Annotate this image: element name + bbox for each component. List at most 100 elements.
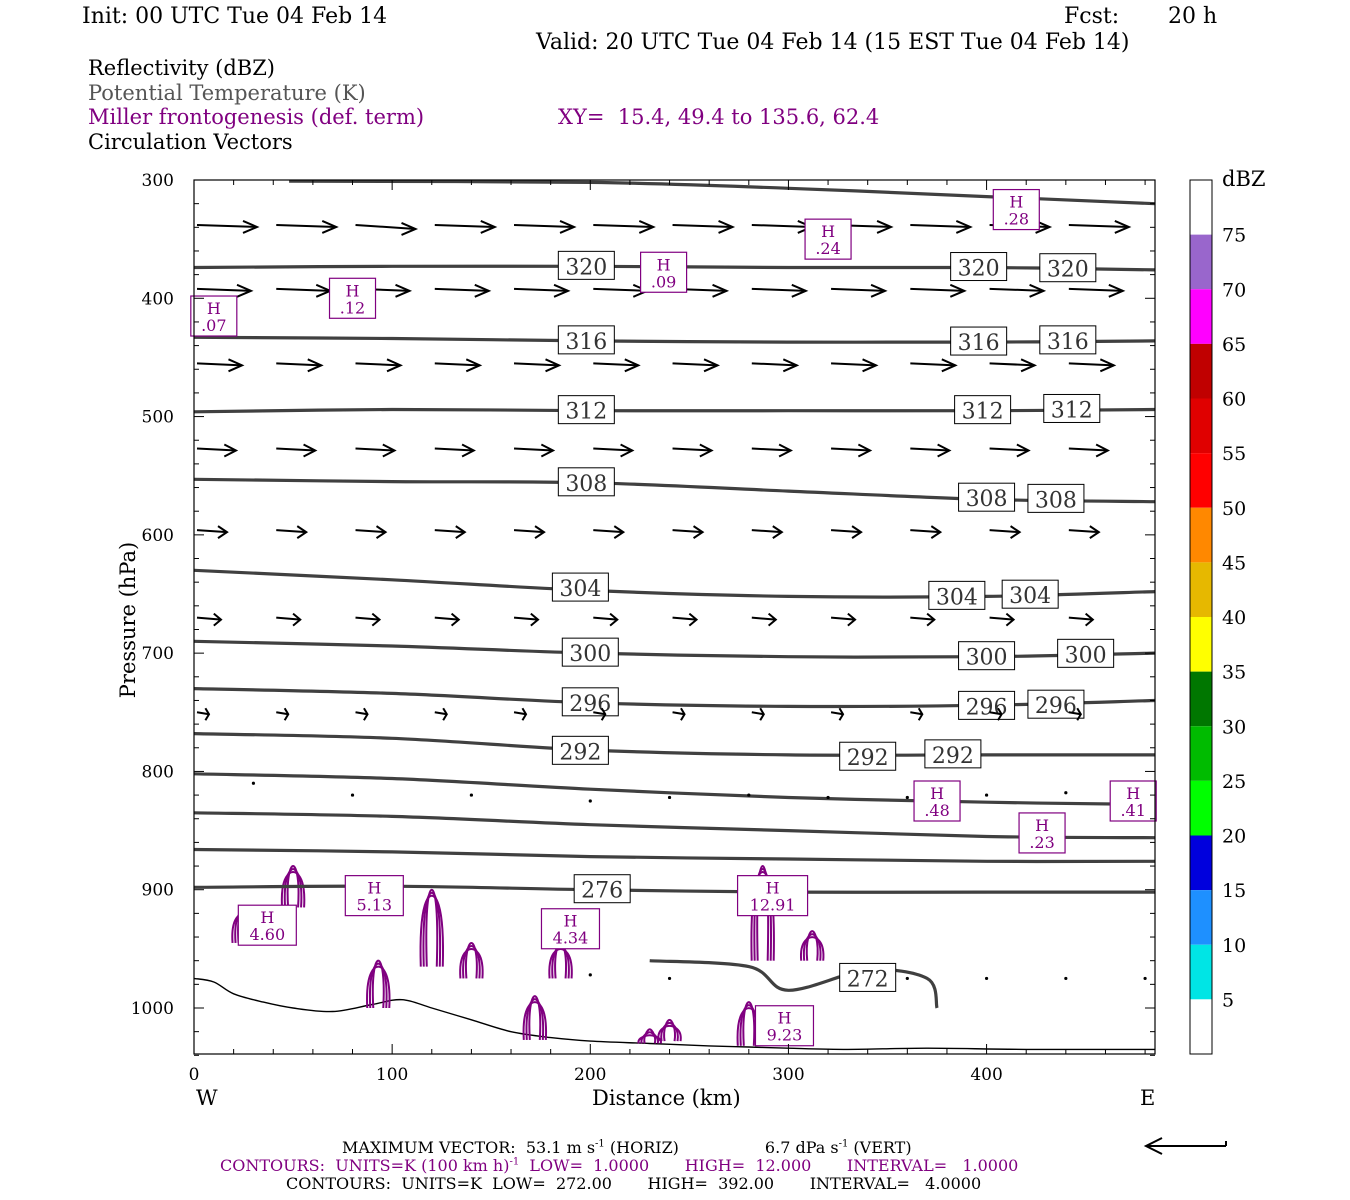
cross-section-endpoints: XY= 15.4, 49.4 to 135.6, 62.4 [558,105,880,129]
theta-contour-label: 304 [1001,579,1059,609]
circulation-vector [593,443,635,458]
vector-head [917,707,924,721]
vector-head [465,358,483,373]
theta-label-box [954,395,1012,425]
frontogenesis-max-label: H.24 [804,218,852,260]
vector-head [712,283,730,298]
circulation-vector [672,358,721,373]
circulation-vector [751,612,778,627]
max-label-h: H [1035,816,1049,835]
vector-head [223,443,239,458]
circulation-vector [355,443,397,458]
x-tick-label: 400 [970,1065,1002,1085]
max-label-value: 4.34 [553,929,589,948]
colorbar-tick-label: 50 [1222,498,1246,520]
vector-head [759,707,765,721]
vectors-legend: Circulation Vectors [88,130,293,154]
vector-head [997,707,1003,721]
vector-shaft [276,616,301,621]
vector-shaft [751,223,812,228]
frontogenesis-max-label: H.12 [328,277,377,319]
theta-label-text: 316 [1047,330,1089,355]
theta-contour-288 [193,772,1156,807]
vector-head [949,283,967,298]
circulation-vector [751,707,765,721]
circulation-vector [1068,220,1132,234]
vector-shaft [434,362,480,367]
max-label-box [754,1005,815,1047]
vector-shaft [672,362,718,367]
circulation-vector [355,612,382,627]
vector-head [703,358,721,373]
max-label-h: H [1126,784,1140,803]
frontogenesis-contour-line [643,1028,657,1044]
fronto-exponent: -1 [509,1156,520,1168]
vector-head [870,283,888,298]
theta-contour-label: 292 [551,735,609,765]
max-vector-exponent: -1 [595,1138,605,1150]
vector-shaft [751,529,782,534]
circulation-vector [196,220,260,234]
theta-label-box [1027,483,1085,513]
colorbar-tick-label: 35 [1222,662,1246,684]
colorbar-tick-label: 40 [1222,607,1246,629]
vector-shaft [355,447,395,452]
theta-label-box [557,467,615,497]
circulation-vector [751,358,800,373]
y-tick-label: 600 [142,526,174,546]
circulation-vector [831,358,879,373]
vector-head [1114,220,1132,234]
x-tick-label: 300 [772,1065,804,1085]
theta-label-text: 320 [1047,258,1089,283]
circulation-vector [830,707,845,721]
frontogenesis-contour-line [802,933,822,961]
x-tick-label: 200 [574,1065,606,1085]
vector-head [876,220,894,234]
vector-shaft [989,529,1020,534]
theta-label-box [950,326,1008,356]
circulation-vector [513,220,577,234]
vector-head [296,525,309,539]
vector-shaft [276,447,316,452]
vector-shaft [751,287,806,292]
vector-shaft [910,711,923,716]
frontogenesis-feature [522,995,547,1040]
frontogenesis-contour-line [525,998,545,1040]
circulation-vector [434,707,448,721]
vector-shaft [910,529,941,534]
circulation-vector [1068,443,1111,458]
circulation-vector [910,525,943,539]
theta-label-text: 312 [1051,398,1093,423]
frontogenesis-contour-line [640,1031,660,1044]
frontogenesis-max-label: H.48 [913,780,961,822]
vector-head [530,612,540,627]
circulation-vector [751,525,784,539]
vector-shaft [751,616,776,621]
circulation-vector [831,443,873,458]
vector-head [955,220,973,234]
frontogenesis-max-label: H.28 [992,188,1040,231]
colorbar-swatch [1190,780,1212,836]
circulation-vector [434,220,498,234]
vector-shaft [593,711,606,716]
vector-head [321,220,339,234]
circulation-vector [672,707,686,721]
colorbar-tick-label: 60 [1222,389,1246,411]
vector-shaft [831,362,877,367]
theta-label-box [958,641,1016,671]
frontogenesis-contour-line [371,959,385,1009]
theta-label-text: 304 [1009,584,1051,609]
max-label-h: H [777,1009,791,1028]
weak-vector-dot [350,793,355,797]
theta-contour-label: 296 [958,690,1016,720]
frontogenesis-max-label: H.23 [1018,812,1066,854]
circulation-vector [434,612,461,627]
vector-shaft [196,447,237,452]
colorbar-swatch [1190,617,1212,672]
theta-contour-label: 320 [1039,253,1097,283]
vector-head [236,283,254,298]
vector-head [926,612,936,627]
circulation-vector [910,443,952,458]
theta-label-text: 272 [847,967,889,992]
theta-label-box [573,874,631,904]
